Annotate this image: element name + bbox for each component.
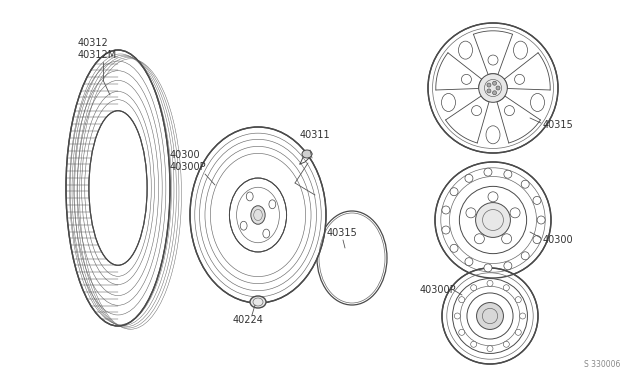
Text: 40311: 40311 <box>300 130 331 140</box>
Ellipse shape <box>487 280 493 286</box>
Ellipse shape <box>461 74 472 84</box>
Ellipse shape <box>246 192 253 201</box>
Ellipse shape <box>487 83 491 87</box>
Ellipse shape <box>484 264 492 272</box>
Text: 40300P: 40300P <box>170 162 207 172</box>
Ellipse shape <box>504 170 512 178</box>
Ellipse shape <box>458 41 472 59</box>
Ellipse shape <box>465 174 473 182</box>
Ellipse shape <box>502 234 511 244</box>
Ellipse shape <box>537 216 545 224</box>
Ellipse shape <box>450 188 458 196</box>
Ellipse shape <box>474 234 484 244</box>
Ellipse shape <box>496 86 500 90</box>
Text: 40300: 40300 <box>543 235 573 245</box>
Ellipse shape <box>513 41 527 59</box>
Ellipse shape <box>442 226 450 234</box>
Ellipse shape <box>503 285 509 291</box>
Ellipse shape <box>466 208 476 218</box>
Ellipse shape <box>190 127 326 303</box>
Ellipse shape <box>484 168 492 176</box>
Ellipse shape <box>465 258 473 266</box>
Ellipse shape <box>230 178 287 252</box>
Ellipse shape <box>488 192 498 202</box>
Ellipse shape <box>493 81 497 85</box>
Text: 40312M: 40312M <box>78 50 117 60</box>
Ellipse shape <box>487 346 493 352</box>
Ellipse shape <box>476 203 511 237</box>
Ellipse shape <box>477 302 504 330</box>
Ellipse shape <box>459 297 465 303</box>
Ellipse shape <box>503 341 509 347</box>
Ellipse shape <box>504 262 512 270</box>
Ellipse shape <box>442 93 456 112</box>
Text: 40224: 40224 <box>233 315 264 325</box>
Ellipse shape <box>442 206 450 214</box>
Ellipse shape <box>263 229 269 238</box>
Ellipse shape <box>269 200 276 209</box>
Ellipse shape <box>454 313 460 319</box>
Text: S 330006: S 330006 <box>584 360 620 369</box>
Text: 40315: 40315 <box>327 228 358 238</box>
Ellipse shape <box>428 23 558 153</box>
Ellipse shape <box>515 329 521 335</box>
Text: 40312: 40312 <box>78 38 109 48</box>
Ellipse shape <box>488 55 498 65</box>
Ellipse shape <box>459 329 465 335</box>
Ellipse shape <box>472 106 481 116</box>
Ellipse shape <box>442 268 538 364</box>
Ellipse shape <box>470 341 477 347</box>
Ellipse shape <box>521 180 529 188</box>
Ellipse shape <box>533 235 541 244</box>
Ellipse shape <box>504 106 515 116</box>
Ellipse shape <box>435 162 551 278</box>
Text: 40300P: 40300P <box>420 285 456 295</box>
Ellipse shape <box>250 296 266 308</box>
Ellipse shape <box>89 111 147 265</box>
Ellipse shape <box>486 126 500 144</box>
Ellipse shape <box>66 50 170 326</box>
Ellipse shape <box>521 252 529 260</box>
Ellipse shape <box>520 313 525 319</box>
Ellipse shape <box>531 93 545 112</box>
Ellipse shape <box>450 244 458 252</box>
Ellipse shape <box>493 91 497 95</box>
Text: 40315: 40315 <box>543 120 573 130</box>
Ellipse shape <box>240 221 247 230</box>
Ellipse shape <box>533 196 541 205</box>
Ellipse shape <box>470 285 477 291</box>
Ellipse shape <box>487 89 491 93</box>
Ellipse shape <box>510 208 520 218</box>
Ellipse shape <box>515 297 521 303</box>
Ellipse shape <box>479 74 508 102</box>
Ellipse shape <box>251 206 265 224</box>
Ellipse shape <box>302 150 312 158</box>
Text: 40300: 40300 <box>170 150 200 160</box>
Ellipse shape <box>317 211 387 305</box>
Ellipse shape <box>515 74 525 84</box>
